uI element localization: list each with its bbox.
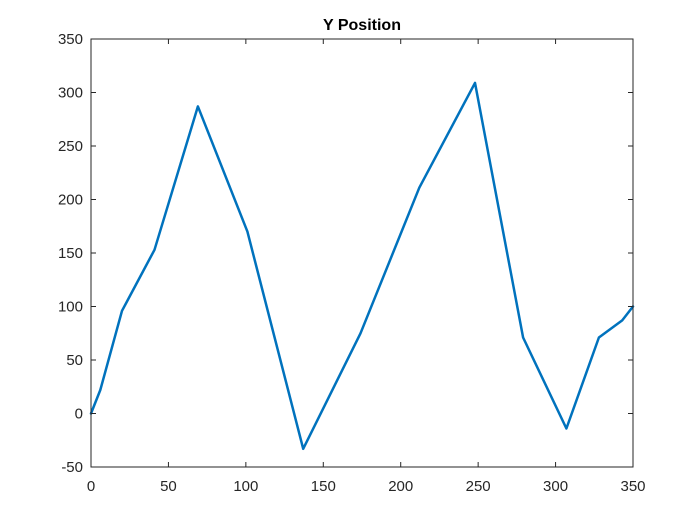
x-tick-label: 0 (87, 478, 95, 495)
y-tick-label: 250 (58, 138, 83, 155)
x-tick-label: 50 (160, 478, 177, 495)
ticks-layer: 0 50 100 150 200 250 300 350-500501001502002503… (58, 31, 646, 495)
x-tick-label: 350 (620, 478, 645, 495)
chart-title: Y Position (323, 17, 401, 34)
series-line (89, 81, 635, 451)
y-tick-label: 200 (58, 192, 83, 209)
plot-area (91, 39, 633, 467)
y-tick-label: 350 (58, 31, 83, 48)
x-tick-label: 100 (233, 478, 258, 495)
y-tick-label: 300 (58, 85, 83, 102)
y-tick-label: 100 (58, 299, 83, 316)
x-tick-label: 250 (466, 478, 491, 495)
y-tick-label: 0 (75, 406, 83, 423)
x-tick-label: 200 (388, 478, 413, 495)
y-tick-label: 50 (66, 352, 83, 369)
series-layer (89, 81, 635, 451)
x-tick-label: 150 (311, 478, 336, 495)
y-tick-label: -50 (61, 459, 83, 476)
x-tick-label: 300 (543, 478, 568, 495)
y-tick-label: 150 (58, 245, 83, 262)
